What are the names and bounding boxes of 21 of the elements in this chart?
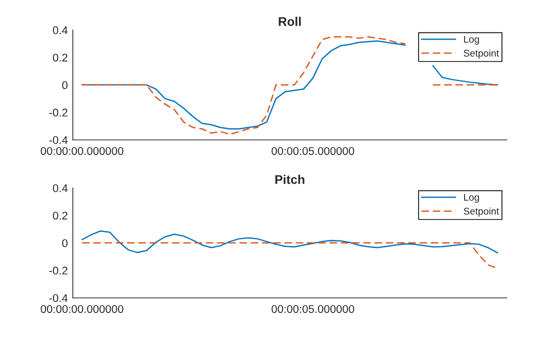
y-tick-label: 0.2 (52, 54, 68, 62)
y-tick-label: -0.4 (49, 294, 68, 302)
y-tick-label: -0.2 (49, 108, 68, 117)
y-tick-label: -0.2 (49, 266, 68, 275)
y-tick-label: 0.4 (52, 184, 68, 192)
y-tick-label: 0 (62, 81, 68, 90)
line-series (81, 230, 498, 254)
x-tick-label: 00:00:05.000000 (272, 305, 354, 313)
legend-label: Log (464, 36, 479, 45)
x-tick-label: 00:00:05.000000 (272, 147, 354, 155)
legend-label: Setpoint (464, 50, 499, 59)
y-tick-label: -0.4 (49, 136, 68, 144)
y-tick-label: 0.4 (52, 26, 68, 34)
legend-label: Log (464, 194, 479, 203)
x-tick-label: 00:00:00.000000 (40, 305, 124, 313)
chart-title: Pitch (275, 174, 304, 184)
y-tick-label: 0.2 (52, 212, 68, 220)
x-tick-label: 00:00:00.000000 (40, 147, 124, 155)
y-tick-label: 0 (62, 239, 68, 248)
chart-title: Roll (278, 16, 301, 26)
legend-label: Setpoint (464, 208, 499, 217)
